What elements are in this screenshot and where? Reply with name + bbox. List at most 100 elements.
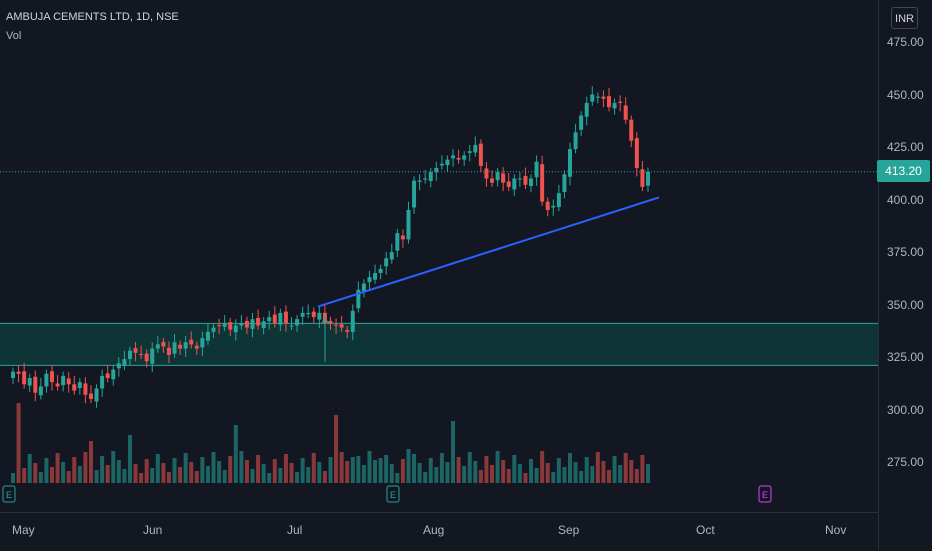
candle bbox=[517, 172, 522, 187]
price-tick-label: 475.00 bbox=[887, 35, 924, 49]
candle-body bbox=[200, 338, 205, 348]
price-axis[interactable]: 475.00 450.00 425.00 400.00 375.00 350.00 325.… bbox=[878, 0, 932, 550]
candle bbox=[417, 174, 422, 191]
volume-bar bbox=[551, 472, 556, 483]
candle-body bbox=[556, 193, 561, 208]
candle-body bbox=[172, 342, 177, 354]
volume-bar bbox=[183, 453, 188, 483]
candle-body bbox=[645, 171, 650, 186]
candle-body bbox=[306, 312, 311, 315]
candle-body bbox=[389, 252, 394, 260]
volume-bar bbox=[645, 464, 650, 483]
candle-body bbox=[105, 373, 110, 378]
candle-body bbox=[61, 375, 66, 386]
candle bbox=[66, 372, 71, 393]
candle-body bbox=[400, 235, 405, 240]
time-tick-label: May bbox=[12, 523, 35, 537]
candle-body bbox=[139, 354, 144, 356]
volume-bar bbox=[83, 452, 88, 483]
candle-body bbox=[166, 347, 171, 355]
volume-bar bbox=[568, 453, 572, 483]
volume-bar bbox=[501, 460, 506, 483]
volume-bar bbox=[88, 441, 93, 483]
volume-bar bbox=[601, 461, 606, 483]
volume-bar bbox=[529, 459, 534, 483]
volume-bar bbox=[478, 470, 483, 483]
volume-bar bbox=[400, 459, 405, 483]
candle-body bbox=[623, 105, 628, 120]
candle-body bbox=[434, 168, 439, 173]
candle bbox=[144, 349, 149, 368]
candle bbox=[33, 370, 38, 402]
volume-bar bbox=[467, 452, 472, 483]
volume-bar bbox=[27, 454, 32, 483]
time-tick-label: Sep bbox=[558, 523, 580, 537]
candle bbox=[334, 318, 339, 334]
volume-bar bbox=[66, 471, 71, 483]
volume-bar bbox=[166, 472, 171, 483]
time-tick-label: Oct bbox=[696, 523, 715, 537]
candle bbox=[211, 323, 216, 339]
price-tick-label: 400.00 bbox=[887, 192, 924, 207]
candle bbox=[295, 315, 300, 332]
candle-body bbox=[551, 205, 556, 208]
volume-bar bbox=[200, 457, 205, 483]
volume-bar bbox=[395, 473, 400, 483]
currency-button[interactable]: INR bbox=[891, 7, 918, 29]
candle bbox=[283, 305, 288, 332]
candle-body bbox=[573, 132, 578, 150]
volume-bar bbox=[484, 456, 489, 483]
candle bbox=[495, 168, 500, 187]
candle bbox=[94, 384, 99, 408]
volume-bar bbox=[16, 403, 21, 483]
candle-body bbox=[144, 353, 149, 362]
candle bbox=[116, 357, 121, 377]
candle bbox=[272, 306, 277, 328]
candle-body bbox=[428, 172, 433, 182]
time-axis[interactable]: May Jun Jul Aug Sep Oct Nov bbox=[0, 512, 878, 551]
volume-bar bbox=[612, 456, 617, 483]
volume-bar bbox=[523, 473, 528, 483]
candle bbox=[256, 309, 261, 330]
volume-bar bbox=[434, 467, 439, 483]
volume-bar bbox=[38, 472, 43, 483]
candle bbox=[595, 92, 600, 104]
candle-body bbox=[495, 172, 500, 181]
candle-body bbox=[16, 371, 21, 374]
volume-bar bbox=[116, 460, 121, 483]
candle bbox=[601, 90, 606, 108]
price-chart[interactable]: E E E AMBUJA CEMENTS LTD, 1D, NSE Vol bbox=[0, 0, 878, 512]
symbol-title[interactable]: AMBUJA CEMENTS LTD, 1D, NSE bbox=[6, 11, 179, 23]
candle bbox=[540, 155, 545, 206]
candle bbox=[311, 307, 316, 324]
candle-body bbox=[545, 201, 550, 210]
volume-bar bbox=[384, 455, 389, 483]
candle bbox=[278, 308, 283, 331]
candle-body bbox=[618, 101, 623, 103]
candle bbox=[328, 316, 333, 330]
volume-bar bbox=[629, 460, 634, 483]
candle-body bbox=[88, 393, 93, 399]
volume-bar bbox=[562, 467, 567, 483]
volume-bar bbox=[205, 466, 210, 483]
volume-bar bbox=[272, 459, 277, 483]
candle bbox=[139, 345, 144, 360]
candle bbox=[506, 173, 511, 192]
earnings-marker-box bbox=[2, 485, 16, 503]
candle bbox=[434, 161, 439, 181]
candle bbox=[373, 264, 378, 284]
candle-body bbox=[83, 383, 88, 395]
candle bbox=[61, 371, 66, 392]
candle bbox=[317, 306, 322, 329]
volume-legend-label[interactable]: Vol bbox=[6, 30, 22, 42]
candle bbox=[261, 317, 266, 335]
volume-bar bbox=[473, 461, 478, 483]
candle-body bbox=[77, 382, 82, 389]
volume-bar bbox=[267, 473, 272, 483]
candle bbox=[100, 369, 105, 397]
time-tick-label: Nov bbox=[825, 523, 847, 537]
candle-body bbox=[579, 115, 584, 130]
earnings-marker-box bbox=[758, 485, 772, 503]
candle bbox=[356, 281, 361, 313]
